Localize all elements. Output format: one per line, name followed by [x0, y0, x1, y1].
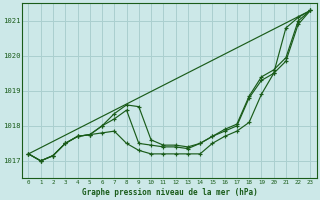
X-axis label: Graphe pression niveau de la mer (hPa): Graphe pression niveau de la mer (hPa)	[82, 188, 257, 197]
